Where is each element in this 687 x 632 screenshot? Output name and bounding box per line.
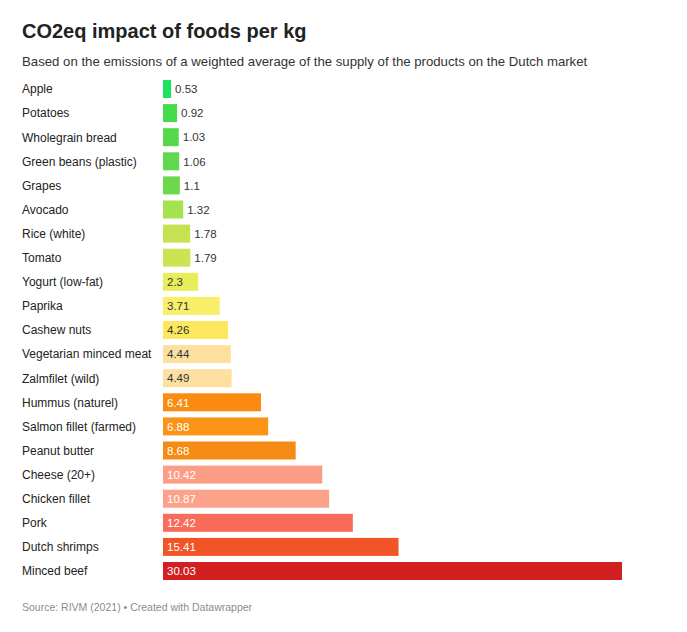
bar <box>163 393 261 411</box>
category-label: Tomato <box>22 251 62 265</box>
bar <box>163 104 177 122</box>
data-label: 1.03 <box>183 131 205 143</box>
data-label: 8.68 <box>167 445 189 457</box>
data-label: 3.71 <box>167 300 189 312</box>
bar <box>163 321 228 339</box>
category-label: Zalmfilet (wild) <box>22 372 99 386</box>
category-label: Minced beef <box>22 564 88 578</box>
bar <box>163 442 296 460</box>
bar <box>163 538 399 556</box>
data-label: 4.49 <box>167 372 189 384</box>
data-label: 12.42 <box>167 517 196 529</box>
data-label: 10.42 <box>167 469 196 481</box>
bar <box>163 345 231 363</box>
category-label: Cheese (20+) <box>22 468 95 482</box>
data-label: 1.32 <box>187 204 209 216</box>
category-label: Vegetarian minced meat <box>22 347 152 361</box>
category-label: Pork <box>22 516 48 530</box>
data-label: 6.88 <box>167 421 189 433</box>
category-label: Rice (white) <box>22 227 85 241</box>
data-label: 1.06 <box>183 156 205 168</box>
bars <box>163 80 622 580</box>
category-label: Hummus (naturel) <box>22 396 118 410</box>
bar <box>163 417 268 435</box>
data-label: 4.44 <box>167 348 190 360</box>
category-label: Peanut butter <box>22 444 94 458</box>
bar <box>163 152 179 170</box>
data-label: 4.26 <box>167 324 189 336</box>
data-label: 15.41 <box>167 541 196 553</box>
category-label: Avocado <box>22 203 69 217</box>
data-label: 30.03 <box>167 565 196 577</box>
data-label: 10.87 <box>167 493 196 505</box>
subtitle: Based on the emissions of a weighted ave… <box>22 54 588 69</box>
title: CO2eq impact of foods per kg <box>22 20 306 42</box>
data-label: 1.1 <box>184 180 200 192</box>
category-label: Green beans (plastic) <box>22 155 137 169</box>
labels: Apple 0.53 Potatoes 0.92 Wholegrain bread 1.0… <box>22 82 217 578</box>
category-label: Potatoes <box>22 106 69 120</box>
category-label: Paprika <box>22 299 63 313</box>
bar <box>163 225 190 243</box>
bar <box>163 249 190 267</box>
bar <box>163 273 198 291</box>
data-label: 1.79 <box>194 252 216 264</box>
data-label: 1.78 <box>194 228 216 240</box>
bar <box>163 490 329 508</box>
category-label: Dutch shrimps <box>22 540 99 554</box>
bar <box>163 466 322 484</box>
category-label: Apple <box>22 82 53 96</box>
category-label: Cashew nuts <box>22 323 91 337</box>
category-label: Grapes <box>22 179 61 193</box>
category-label: Chicken fillet <box>22 492 91 506</box>
category-label: Salmon fillet (farmed) <box>22 420 136 434</box>
bar <box>163 80 171 98</box>
source: Source: RIVM (2021) • Created with Dataw… <box>22 601 253 613</box>
category-label: Yogurt (low-fat) <box>22 275 103 289</box>
bar <box>163 514 353 532</box>
bar <box>163 562 622 580</box>
bar <box>163 297 220 315</box>
bar <box>163 128 179 146</box>
bar <box>163 369 232 387</box>
data-label: 0.53 <box>175 83 197 95</box>
chart: CO2eq impact of foods per kg Based on the… <box>0 0 687 632</box>
category-label: Wholegrain bread <box>22 131 117 145</box>
bar <box>163 176 180 194</box>
bar <box>163 201 183 219</box>
data-label: 6.41 <box>167 397 189 409</box>
data-label: 0.92 <box>181 107 203 119</box>
data-label: 2.3 <box>167 276 183 288</box>
